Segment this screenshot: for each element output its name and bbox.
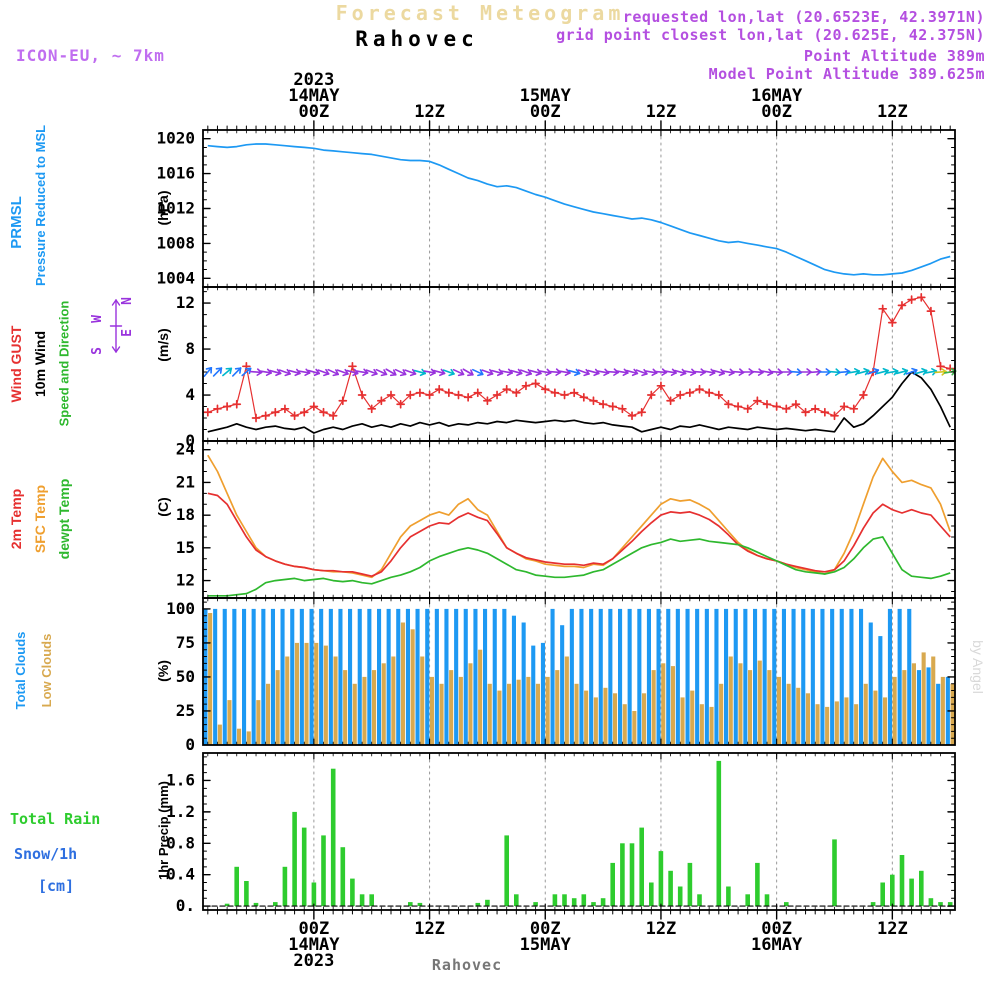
svg-text:2023: 2023 [293, 951, 334, 971]
series-temp-2m [207, 492, 951, 578]
svg-text:14MAY: 14MAY [288, 86, 340, 106]
series-prmsl [207, 143, 951, 276]
hpa-unit-label: (hPa) [155, 190, 171, 226]
station-title: Rahovec [355, 27, 479, 51]
svg-text:8: 8 [185, 339, 195, 358]
series-low-clouds [208, 613, 955, 746]
svg-text:16MAY: 16MAY [751, 86, 803, 106]
total-clouds-label: Total Clouds [12, 631, 28, 710]
series-dewpoint [207, 536, 951, 597]
svg-text:1.6: 1.6 [166, 770, 195, 789]
svg-text:16MAY: 16MAY [751, 935, 803, 955]
precip-unit-label: 1hr Precip (mm) [155, 781, 171, 880]
panel-wind: 0 4 8 12 [176, 286, 957, 450]
svg-text:12Z: 12Z [877, 102, 908, 122]
celsius-unit-label: (C) [155, 497, 171, 517]
svg-text:00Z: 00Z [761, 919, 792, 939]
svg-text:N: N [120, 297, 135, 305]
series-sfc-temp [207, 454, 952, 579]
low-clouds-label: Low Clouds [38, 633, 54, 708]
svg-text:15: 15 [176, 538, 195, 557]
svg-text:00Z: 00Z [299, 102, 330, 122]
sfc-temp-label: SFC Temp [32, 484, 48, 554]
series-rain-1h [224, 760, 953, 907]
footer-station: Rahovec [431, 956, 503, 974]
series-wind-10m [207, 371, 951, 434]
svg-text:12Z: 12Z [414, 919, 445, 939]
svg-text:00Z: 00Z [530, 102, 561, 122]
svg-text:1004: 1004 [156, 268, 195, 287]
dewpoint-label: dewpt Temp [56, 478, 72, 560]
svg-text:E: E [120, 329, 135, 337]
svg-text:12: 12 [176, 571, 195, 590]
model-altitude-label: Model Point Altitude 389.625m [708, 65, 985, 83]
svg-text:12Z: 12Z [414, 102, 445, 122]
speed-direction-label: Speed and Direction [56, 300, 72, 427]
svg-text:S: S [90, 347, 105, 355]
svg-text:1020: 1020 [156, 129, 195, 148]
svg-text:1012: 1012 [156, 199, 195, 218]
svg-text:24: 24 [176, 440, 195, 459]
wind-10m-label: 10m Wind [32, 331, 48, 397]
svg-text:0.: 0. [176, 896, 195, 915]
point-altitude-label: Point Altitude 389m [803, 47, 985, 65]
panel-clouds: 0 25 50 75 100 [166, 597, 956, 754]
wind-compass: N E W S [90, 297, 135, 355]
svg-text:12Z: 12Z [646, 919, 677, 939]
panel-pressure: 1004 1008 1012 1016 1020 [156, 129, 956, 288]
watermark-title: Forecast Meteogram [335, 1, 625, 25]
svg-text:0: 0 [185, 431, 195, 450]
temp-2m-label: 2m Temp [8, 488, 24, 550]
total-rain-label: Total Rain [10, 810, 101, 828]
svg-text:1016: 1016 [156, 164, 195, 183]
svg-text:0.4: 0.4 [166, 865, 195, 884]
svg-text:100: 100 [166, 599, 195, 618]
svg-text:14MAY: 14MAY [288, 935, 340, 955]
svg-text:18: 18 [176, 505, 195, 524]
svg-text:12Z: 12Z [646, 102, 677, 122]
percent-unit-label: (%) [155, 660, 171, 682]
requested-coords-label: requested lon,lat (20.6523E, 42.3971N) [622, 8, 985, 26]
svg-text:15MAY: 15MAY [520, 86, 572, 106]
svg-text:00Z: 00Z [530, 919, 561, 939]
grid-point-coords-label: grid point closest lon,lat (20.625E, 42.… [556, 26, 985, 44]
svg-text:00Z: 00Z [299, 919, 330, 939]
svg-text:75: 75 [176, 633, 195, 652]
svg-text:W: W [90, 315, 105, 323]
ms-unit-label: (m/s) [155, 328, 171, 362]
svg-text:50: 50 [176, 667, 195, 686]
svg-text:15MAY: 15MAY [520, 935, 572, 955]
prmsl-sub-label: Pressure Reduced to MSL [32, 124, 48, 286]
svg-text:0.8: 0.8 [166, 833, 195, 852]
svg-text:12: 12 [176, 293, 195, 312]
svg-text:12Z: 12Z [877, 919, 908, 939]
wind-gust-label: Wind GUST [8, 325, 24, 403]
panel-temperature: 12 15 18 21 24 [176, 440, 956, 599]
svg-text:1.2: 1.2 [166, 802, 195, 821]
snow-label: Snow/1h [14, 845, 78, 863]
svg-text:25: 25 [176, 701, 195, 720]
svg-text:2023: 2023 [293, 70, 334, 90]
credit-watermark: by Angel [970, 640, 986, 694]
series-wind-direction [203, 366, 957, 378]
svg-text:00Z: 00Z [761, 102, 792, 122]
model-label: ICON-EU, ~ 7km [16, 46, 165, 65]
svg-text:0: 0 [185, 735, 195, 754]
panel-precip: 0. 0.4 0.8 1.2 1.6 [166, 752, 956, 915]
prmsl-label: PRMSL [7, 196, 25, 249]
time-axis: 00Z14MAY202300Z14MAY202312Z12Z00Z15MAY00… [207, 70, 951, 971]
cm-unit-label: [cm] [38, 877, 75, 895]
series-wind-gust [203, 292, 955, 423]
svg-text:4: 4 [185, 385, 195, 404]
svg-text:1008: 1008 [156, 233, 195, 252]
svg-text:21: 21 [176, 472, 195, 491]
